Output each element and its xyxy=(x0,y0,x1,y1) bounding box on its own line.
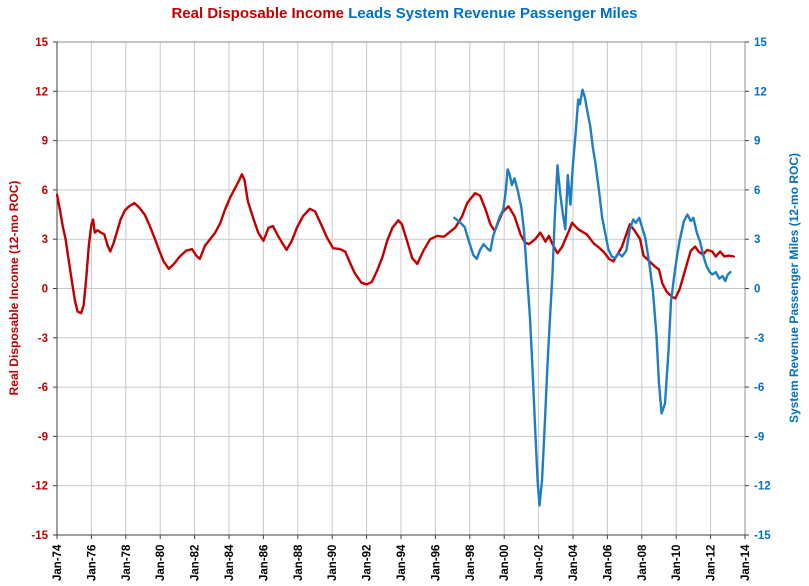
right-y-tick-label: -9 xyxy=(754,431,764,443)
right-y-tick-label: -12 xyxy=(754,481,771,493)
right-y-tick-label: 12 xyxy=(754,86,767,98)
x-tick-label: Jan-86 xyxy=(258,545,270,581)
x-tick-label: Jan-96 xyxy=(430,545,442,581)
left-y-tick-label: 3 xyxy=(42,234,48,246)
chart-title: Real Disposable Income Leads System Reve… xyxy=(0,5,809,22)
chart-title-red-part: Real Disposable Income xyxy=(171,5,345,22)
x-tick-label: Jan-84 xyxy=(224,544,236,581)
x-tick-label: Jan-04 xyxy=(568,544,580,581)
right-y-tick-label: -15 xyxy=(754,530,771,542)
left-y-tick-label: 6 xyxy=(42,185,48,197)
left-y-tick-label: -3 xyxy=(38,333,48,345)
left-y-tick-label: -15 xyxy=(31,530,48,542)
x-tick-label: Jan-82 xyxy=(190,545,202,581)
right-y-tick-label: 15 xyxy=(754,37,767,49)
left-y-tick-label: 15 xyxy=(35,37,48,49)
x-tick-label: Jan-00 xyxy=(499,545,511,581)
left-y-tick-label: 9 xyxy=(42,136,48,148)
x-tick-label: Jan-92 xyxy=(362,545,374,581)
x-tick-label: Jan-78 xyxy=(121,544,133,581)
x-tick-label: Jan-94 xyxy=(396,544,408,581)
x-tick-label: Jan-08 xyxy=(637,544,649,581)
x-tick-label: Jan-06 xyxy=(602,545,614,581)
x-tick-label: Jan-90 xyxy=(327,545,339,581)
left-y-tick-label: -6 xyxy=(38,382,48,394)
left-y-tick-label: -9 xyxy=(38,431,48,443)
right-y-tick-label: 9 xyxy=(754,136,760,148)
left-y-tick-label: -12 xyxy=(31,481,48,493)
series-line-real-disposable-income xyxy=(55,173,735,315)
right-y-tick-label: 3 xyxy=(754,234,760,246)
x-tick-label: Jan-02 xyxy=(534,545,546,581)
x-tick-label: Jan-88 xyxy=(293,544,305,581)
right-y-tick-label: 6 xyxy=(754,185,760,197)
right-y-tick-label: -6 xyxy=(754,382,764,394)
series-line-system-revenue-passenger-miles xyxy=(453,88,732,507)
x-tick-label: Jan-10 xyxy=(671,545,683,581)
x-tick-label: Jan-12 xyxy=(706,545,718,581)
left-y-tick-label: 12 xyxy=(35,86,48,98)
left-y-tick-label: 0 xyxy=(42,284,48,296)
chart-title-blue-part: Leads System Revenue Passenger Miles xyxy=(344,5,638,22)
x-tick-label: Jan-80 xyxy=(155,545,167,581)
x-tick-label: Jan-98 xyxy=(465,544,477,581)
x-tick-label: Jan-74 xyxy=(52,544,64,581)
right-y-tick-label: 0 xyxy=(754,284,760,296)
x-tick-label: Jan-14 xyxy=(740,544,752,581)
x-tick-label: Jan-76 xyxy=(86,545,98,581)
right-y-tick-label: -3 xyxy=(754,333,764,345)
